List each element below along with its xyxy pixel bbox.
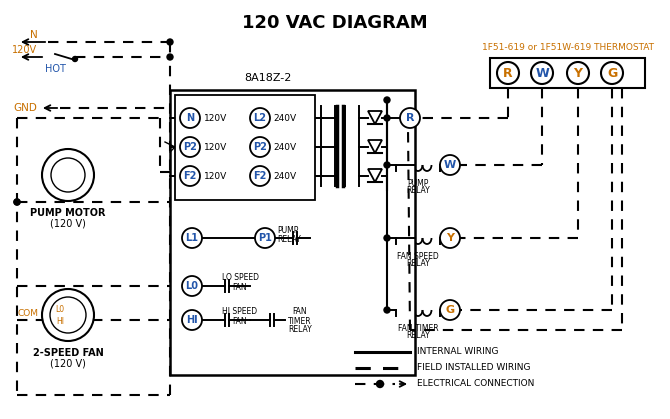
Text: FAN: FAN <box>293 308 308 316</box>
Text: COM: COM <box>17 308 38 318</box>
Text: 1F51-619 or 1F51W-619 THERMOSTAT: 1F51-619 or 1F51W-619 THERMOSTAT <box>482 43 653 52</box>
Circle shape <box>384 162 390 168</box>
Text: HI: HI <box>186 315 198 325</box>
Text: ELECTRICAL CONNECTION: ELECTRICAL CONNECTION <box>417 380 535 388</box>
Text: N: N <box>186 113 194 123</box>
Circle shape <box>182 310 202 330</box>
Text: HOT: HOT <box>45 64 66 74</box>
Circle shape <box>400 108 420 128</box>
Text: L0: L0 <box>56 305 64 313</box>
Text: R: R <box>406 113 414 123</box>
Circle shape <box>440 300 460 320</box>
Text: N: N <box>30 30 38 40</box>
Text: 8A18Z-2: 8A18Z-2 <box>245 73 291 83</box>
Text: RELAY: RELAY <box>406 259 430 268</box>
Text: PUMP: PUMP <box>277 225 298 235</box>
Text: Y: Y <box>574 67 582 80</box>
Text: P1: P1 <box>258 233 272 243</box>
Text: F2: F2 <box>184 171 197 181</box>
Circle shape <box>167 54 173 60</box>
Circle shape <box>250 166 270 186</box>
Text: TIMER: TIMER <box>288 316 312 326</box>
Text: 240V: 240V <box>273 142 296 152</box>
Circle shape <box>377 380 383 388</box>
Circle shape <box>42 289 94 341</box>
Text: 120V: 120V <box>204 142 227 152</box>
Circle shape <box>180 166 200 186</box>
Bar <box>170 90 415 375</box>
Bar <box>490 58 645 88</box>
Polygon shape <box>368 111 382 124</box>
Text: (120 V): (120 V) <box>50 358 86 368</box>
Circle shape <box>167 39 173 45</box>
Text: FIELD INSTALLED WIRING: FIELD INSTALLED WIRING <box>417 364 531 372</box>
Text: 120 VAC DIAGRAM: 120 VAC DIAGRAM <box>242 14 428 32</box>
Circle shape <box>384 97 390 103</box>
Text: PUMP MOTOR: PUMP MOTOR <box>30 208 106 218</box>
Circle shape <box>51 158 85 192</box>
Circle shape <box>50 297 86 333</box>
Text: RELAY: RELAY <box>277 235 301 243</box>
Polygon shape <box>368 140 382 153</box>
Circle shape <box>250 108 270 128</box>
Text: RELAY: RELAY <box>406 331 430 340</box>
Text: FAN TIMER: FAN TIMER <box>398 324 438 333</box>
Text: HI SPEED: HI SPEED <box>222 308 257 316</box>
Text: R: R <box>503 67 513 80</box>
Text: W: W <box>444 160 456 170</box>
Text: FAN SPEED: FAN SPEED <box>397 252 439 261</box>
Text: (120 V): (120 V) <box>50 218 86 228</box>
Bar <box>175 95 315 200</box>
Text: L1: L1 <box>186 233 198 243</box>
Circle shape <box>440 155 460 175</box>
Circle shape <box>567 62 589 84</box>
Circle shape <box>601 62 623 84</box>
Circle shape <box>182 228 202 248</box>
Text: GND: GND <box>13 103 37 113</box>
Circle shape <box>497 62 519 84</box>
Text: F2: F2 <box>253 171 267 181</box>
Circle shape <box>180 108 200 128</box>
Text: HI: HI <box>56 316 64 326</box>
Text: 240V: 240V <box>273 171 296 181</box>
Text: 120V: 120V <box>12 45 37 55</box>
Circle shape <box>531 62 553 84</box>
Circle shape <box>14 199 20 205</box>
Text: PUMP: PUMP <box>407 179 429 188</box>
Circle shape <box>384 307 390 313</box>
Text: INTERNAL WIRING: INTERNAL WIRING <box>417 347 498 357</box>
Text: P2: P2 <box>253 142 267 152</box>
Circle shape <box>14 199 20 205</box>
Circle shape <box>42 149 94 201</box>
Circle shape <box>250 137 270 157</box>
Circle shape <box>58 305 78 325</box>
Text: G: G <box>446 305 454 315</box>
Text: W: W <box>535 67 549 80</box>
Text: L0: L0 <box>186 281 198 291</box>
Text: RELAY: RELAY <box>288 326 312 334</box>
Polygon shape <box>368 169 382 182</box>
Text: 120V: 120V <box>204 171 227 181</box>
Text: P2: P2 <box>183 142 197 152</box>
Circle shape <box>180 137 200 157</box>
Text: Y: Y <box>446 233 454 243</box>
Text: RELAY: RELAY <box>406 186 430 195</box>
Text: 240V: 240V <box>273 114 296 122</box>
Circle shape <box>440 228 460 248</box>
Circle shape <box>384 235 390 241</box>
Text: LO SPEED: LO SPEED <box>222 274 259 282</box>
Circle shape <box>72 57 78 62</box>
Circle shape <box>255 228 275 248</box>
Text: FAN: FAN <box>232 316 247 326</box>
Text: 2-SPEED FAN: 2-SPEED FAN <box>33 348 103 358</box>
Text: L2: L2 <box>253 113 267 123</box>
Circle shape <box>182 276 202 296</box>
Circle shape <box>384 115 390 121</box>
Text: G: G <box>607 67 617 80</box>
Text: 120V: 120V <box>204 114 227 122</box>
Text: FAN: FAN <box>232 282 247 292</box>
Circle shape <box>59 166 77 184</box>
